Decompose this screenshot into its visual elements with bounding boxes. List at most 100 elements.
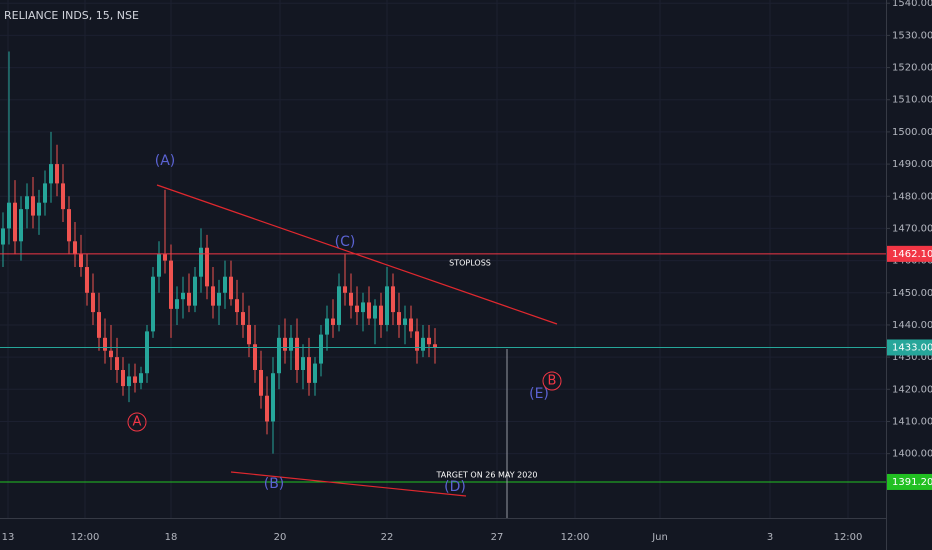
candle-body [343, 286, 347, 293]
candle-body [19, 209, 23, 242]
price-label: 1433.00 [892, 342, 932, 353]
price-label-box [887, 473, 932, 490]
trendline [230, 471, 467, 497]
candle-body [421, 337, 425, 351]
candle-body [43, 183, 47, 203]
price-label: 1391.20 [892, 477, 932, 488]
annotation: TARGET ON 26 MAY 2020 [435, 471, 537, 480]
x-tick-label: Jun [651, 532, 668, 543]
candle-body [61, 183, 65, 210]
candle-body [145, 331, 149, 374]
candles [0, 51, 886, 483]
candle-body [169, 260, 173, 309]
y-tick-label: 1420.00 [892, 384, 932, 395]
candle-body [415, 331, 419, 351]
candle-body [385, 286, 389, 325]
candle-body [127, 376, 131, 387]
candle-body [109, 350, 113, 358]
candle-body [79, 254, 83, 268]
x-tick-label: 27 [491, 532, 504, 543]
candle-body [85, 267, 89, 293]
candle-body [211, 286, 215, 306]
candle-body [319, 334, 323, 364]
y-tick-label: 1500.00 [892, 127, 932, 138]
x-tick-label: 12:00 [561, 532, 590, 543]
candle-body [271, 373, 275, 422]
trendline [156, 184, 558, 325]
candle-body [325, 318, 329, 335]
candle-body [67, 209, 71, 242]
candle-body [295, 337, 299, 370]
x-tick-label: 18 [165, 532, 178, 543]
candle-body [31, 196, 35, 216]
candle-body [427, 337, 431, 345]
candle-body [289, 337, 293, 351]
annotation: (C) [335, 234, 356, 250]
candle-body [25, 196, 29, 210]
candle-body [187, 292, 191, 306]
candle-body [361, 302, 365, 313]
annotation: (D) [444, 479, 466, 495]
candle-body [133, 376, 137, 383]
candle-body [349, 292, 353, 306]
candle-body [307, 357, 311, 383]
candle-body [49, 164, 53, 184]
candle-body [367, 302, 371, 319]
candle-body [337, 286, 341, 325]
x-tick-label: 12:00 [71, 532, 100, 543]
candle-body [283, 337, 287, 351]
y-tick-label: 1470.00 [892, 223, 932, 234]
candle-body [181, 292, 185, 300]
candle-body [37, 202, 41, 216]
candle-body [151, 276, 155, 332]
candle-body [73, 241, 77, 255]
price-label-box [887, 245, 932, 262]
x-tick-label: 12:00 [834, 532, 863, 543]
y-tick-label: 1490.00 [892, 159, 932, 170]
candle-body [397, 312, 401, 325]
y-tick-label: 1400.00 [892, 449, 932, 460]
candle-body [97, 312, 101, 338]
candle-body [121, 370, 125, 387]
candle-body [193, 276, 197, 306]
candle-body [157, 254, 161, 277]
candle-body [223, 276, 227, 293]
y-tick-label: 1440.00 [892, 320, 932, 331]
candle-body [139, 373, 143, 383]
annotation: STOPLOSS [449, 259, 491, 268]
annotation: A [133, 415, 142, 430]
drawings [156, 184, 558, 518]
y-tick-label: 1530.00 [892, 30, 932, 41]
y-tick-label: 1520.00 [892, 63, 932, 74]
candle-body [259, 370, 263, 396]
annotation: B [548, 374, 557, 389]
candle-body [379, 305, 383, 325]
annotation-circle [127, 412, 147, 432]
candle-body [91, 292, 95, 313]
price-axis [886, 0, 932, 550]
y-tick-label: 1480.00 [892, 191, 932, 202]
candle-body [391, 286, 395, 313]
price-label: 1462.10 [892, 249, 932, 260]
candle-body [103, 337, 107, 351]
candle-body [277, 337, 281, 374]
candle-body [229, 276, 233, 300]
y-tick-label: 1410.00 [892, 416, 932, 427]
candle-body [403, 318, 407, 325]
y-tick-label: 1450.00 [892, 288, 932, 299]
price-label-box [887, 339, 932, 356]
candle-body [313, 363, 317, 383]
x-tick-label: 13 [2, 532, 15, 543]
candle-body [235, 299, 239, 313]
candle-body [265, 395, 269, 422]
candle-body [13, 202, 17, 242]
x-tick-label: 3 [767, 532, 773, 543]
candle-body [217, 292, 221, 306]
annotation-circle [542, 371, 562, 391]
candle-body [301, 357, 305, 370]
candle-body [247, 324, 251, 345]
candle-body [409, 318, 413, 332]
